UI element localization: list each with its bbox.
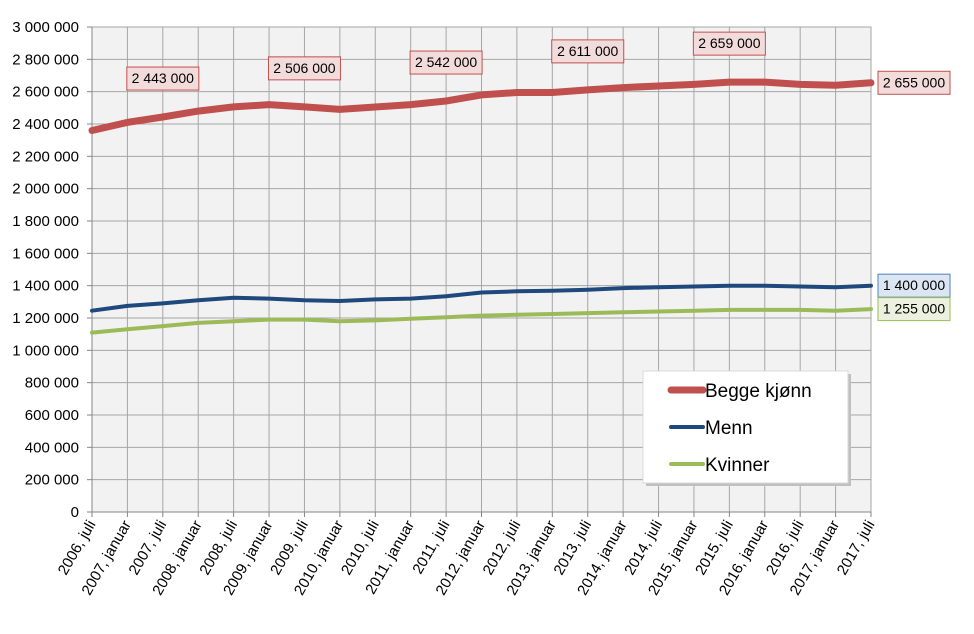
y-tick-label: 1 000 000 (12, 342, 79, 359)
data-label: 1 400 000 (877, 273, 951, 298)
y-tick-label: 2 400 000 (12, 116, 79, 133)
legend-label: Menn (705, 418, 753, 439)
y-tick-label: 3 000 000 (12, 19, 79, 36)
axes (87, 26, 872, 517)
y-tick-label: 200 000 (25, 472, 79, 489)
data-label-text: 2 659 000 (698, 35, 760, 51)
y-tick-label: 1 600 000 (12, 245, 79, 262)
y-tick-label: 400 000 (25, 439, 79, 456)
y-tick-label: 1 200 000 (12, 310, 79, 327)
data-label-box (692, 31, 766, 56)
data-label: 2 659 000 (692, 31, 766, 56)
data-label-box (267, 56, 341, 81)
data-label: 2 611 000 (551, 39, 625, 64)
data-label-text: 2 611 000 (557, 43, 618, 59)
data-label-text: 1 255 000 (883, 301, 945, 317)
y-tick-label: 2 200 000 (12, 148, 79, 165)
y-tick-label: 0 (71, 504, 79, 521)
series-line (90, 283, 873, 313)
data-label-box (126, 66, 200, 91)
y-tick-label: 600 000 (25, 407, 79, 424)
series-line (88, 78, 875, 134)
y-tick-label: 2 800 000 (12, 51, 79, 68)
series-lines (88, 78, 875, 335)
data-label-text: 2 542 000 (415, 54, 477, 70)
data-label: 2 542 000 (409, 50, 483, 75)
data-label-text: 2 655 000 (883, 74, 945, 90)
data-label-text: 2 443 000 (132, 70, 194, 86)
data-label-text: 1 400 000 (883, 277, 945, 293)
data-label: 2 506 000 (267, 56, 341, 81)
data-label-callouts: 2 443 000 2 506 000 2 542 000 2 611 000 2 65… (126, 31, 951, 322)
series-line (90, 307, 873, 335)
y-tick-label: 2 600 000 (12, 84, 79, 101)
legend: Begge kjønn Menn Kvinner (642, 370, 851, 486)
legend-label: Begge kjønn (705, 381, 812, 402)
y-tick-label: 2 000 000 (12, 181, 79, 198)
legend-label: Kvinner (705, 455, 770, 476)
data-label: 2 655 000 (877, 70, 951, 95)
data-label-box (877, 297, 951, 322)
y-tick-label: 1 400 000 (12, 278, 79, 295)
data-label: 2 443 000 (126, 66, 200, 91)
data-label-text: 2 506 000 (273, 60, 335, 76)
data-label-box (877, 70, 951, 95)
data-label-box (551, 39, 625, 64)
y-tick-label: 800 000 (25, 375, 79, 392)
y-axis-tick-labels: 0 200 000 400 000 600 000 800 000 1 000 000 1 … (12, 19, 79, 521)
data-label: 1 255 000 (877, 297, 951, 322)
data-label-box (409, 50, 483, 75)
y-tick-label: 1 800 000 (12, 213, 79, 230)
